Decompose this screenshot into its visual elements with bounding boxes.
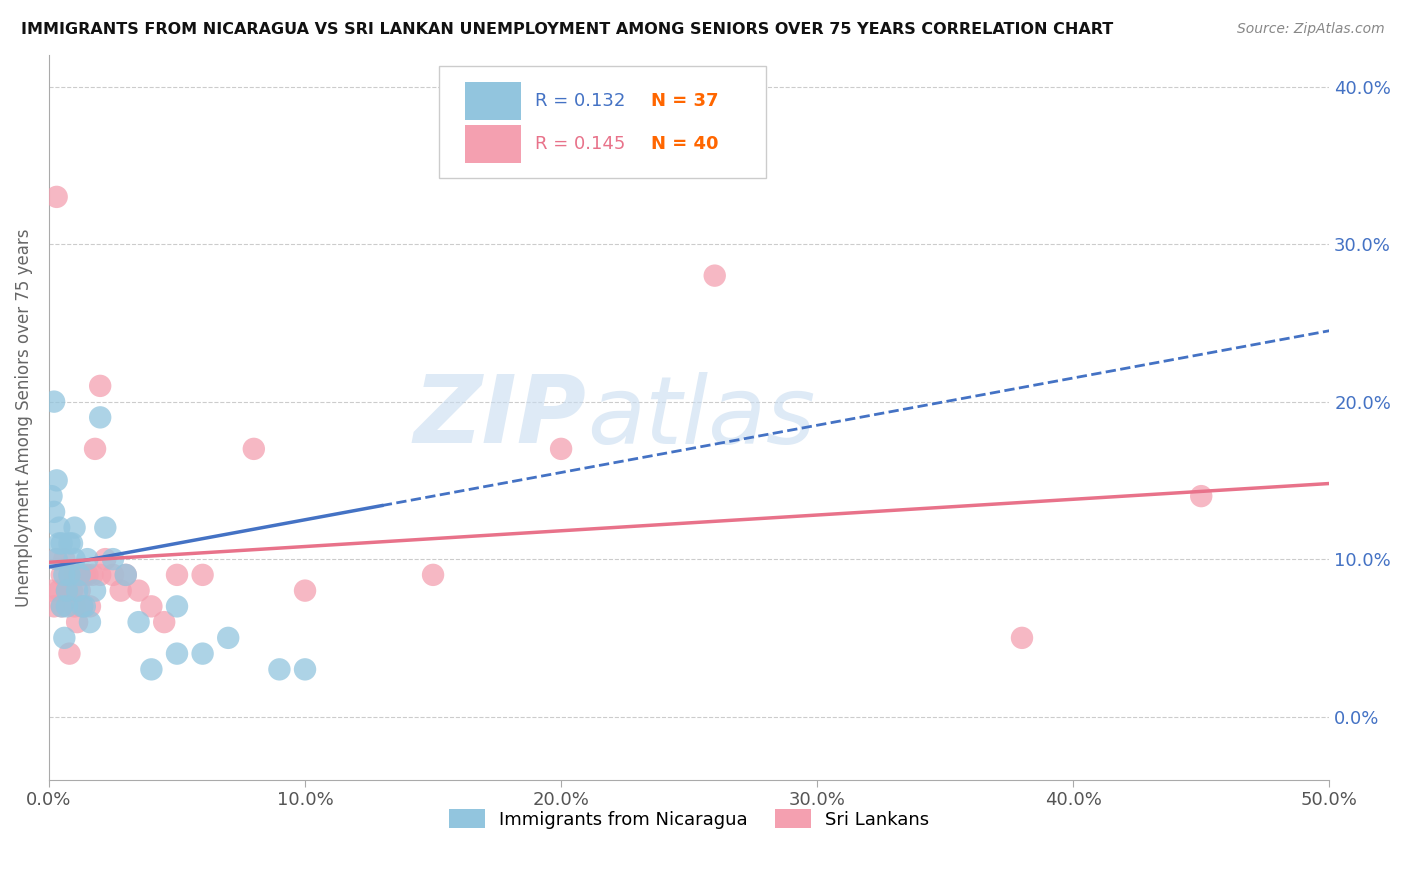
- Point: [166, 567, 188, 582]
- Point: [79, 615, 101, 629]
- Point: [128, 615, 150, 629]
- Point: [69, 567, 91, 582]
- Point: [114, 567, 136, 582]
- Point: [56, 599, 79, 614]
- Point: [1011, 631, 1033, 645]
- Point: [58, 567, 80, 582]
- FancyBboxPatch shape: [465, 82, 522, 120]
- Point: [58, 536, 80, 550]
- Point: [45, 552, 67, 566]
- Point: [153, 615, 176, 629]
- Point: [48, 583, 70, 598]
- Point: [51, 599, 73, 614]
- Point: [141, 662, 163, 676]
- Point: [60, 536, 83, 550]
- Point: [89, 410, 111, 425]
- Point: [191, 647, 214, 661]
- Point: [41, 489, 63, 503]
- Point: [72, 599, 94, 614]
- Point: [51, 567, 73, 582]
- Point: [84, 442, 107, 456]
- Point: [56, 583, 79, 598]
- Point: [76, 567, 98, 582]
- Point: [53, 552, 76, 566]
- Point: [703, 268, 725, 283]
- Point: [166, 599, 188, 614]
- Point: [294, 583, 316, 598]
- Point: [48, 521, 70, 535]
- Point: [94, 521, 117, 535]
- Point: [51, 599, 73, 614]
- Point: [269, 662, 291, 676]
- Point: [45, 552, 67, 566]
- Point: [53, 631, 76, 645]
- Point: [191, 567, 214, 582]
- Point: [73, 599, 96, 614]
- Text: atlas: atlas: [586, 372, 815, 463]
- Point: [294, 662, 316, 676]
- Point: [422, 567, 444, 582]
- Point: [84, 583, 107, 598]
- Point: [82, 567, 104, 582]
- Point: [63, 521, 86, 535]
- Point: [42, 394, 65, 409]
- Point: [141, 599, 163, 614]
- Text: R = 0.132: R = 0.132: [536, 92, 626, 110]
- Text: R = 0.145: R = 0.145: [536, 136, 626, 153]
- Point: [45, 190, 67, 204]
- Point: [110, 583, 132, 598]
- Point: [79, 599, 101, 614]
- Text: N = 40: N = 40: [651, 136, 718, 153]
- Text: IMMIGRANTS FROM NICARAGUA VS SRI LANKAN UNEMPLOYMENT AMONG SENIORS OVER 75 YEARS: IMMIGRANTS FROM NICARAGUA VS SRI LANKAN …: [21, 22, 1114, 37]
- Point: [42, 505, 65, 519]
- Point: [73, 567, 96, 582]
- Text: ZIP: ZIP: [413, 371, 586, 463]
- Point: [114, 567, 136, 582]
- Point: [101, 567, 124, 582]
- Point: [63, 567, 86, 582]
- Point: [41, 583, 63, 598]
- Point: [243, 442, 266, 456]
- Point: [550, 442, 572, 456]
- Point: [58, 567, 80, 582]
- Point: [66, 615, 89, 629]
- Text: Source: ZipAtlas.com: Source: ZipAtlas.com: [1237, 22, 1385, 37]
- Point: [45, 474, 67, 488]
- Point: [63, 552, 86, 566]
- Point: [72, 599, 94, 614]
- Point: [89, 379, 111, 393]
- Point: [66, 583, 89, 598]
- Point: [51, 536, 73, 550]
- Point: [42, 599, 65, 614]
- Point: [60, 583, 83, 598]
- Point: [101, 552, 124, 566]
- Point: [56, 583, 79, 598]
- Point: [48, 536, 70, 550]
- Point: [1189, 489, 1212, 503]
- FancyBboxPatch shape: [440, 66, 766, 178]
- Point: [76, 552, 98, 566]
- Point: [53, 567, 76, 582]
- Point: [94, 552, 117, 566]
- Y-axis label: Unemployment Among Seniors over 75 years: Unemployment Among Seniors over 75 years: [15, 228, 32, 607]
- Text: N = 37: N = 37: [651, 92, 718, 110]
- Point: [128, 583, 150, 598]
- Point: [58, 647, 80, 661]
- Point: [89, 567, 111, 582]
- Point: [217, 631, 239, 645]
- Point: [63, 599, 86, 614]
- Point: [166, 647, 188, 661]
- FancyBboxPatch shape: [465, 126, 522, 163]
- Point: [69, 583, 91, 598]
- Legend: Immigrants from Nicaragua, Sri Lankans: Immigrants from Nicaragua, Sri Lankans: [441, 802, 936, 836]
